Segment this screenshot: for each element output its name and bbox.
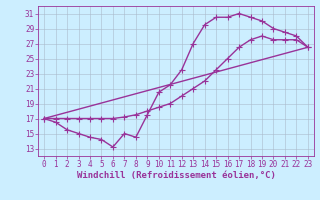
- X-axis label: Windchill (Refroidissement éolien,°C): Windchill (Refroidissement éolien,°C): [76, 171, 276, 180]
